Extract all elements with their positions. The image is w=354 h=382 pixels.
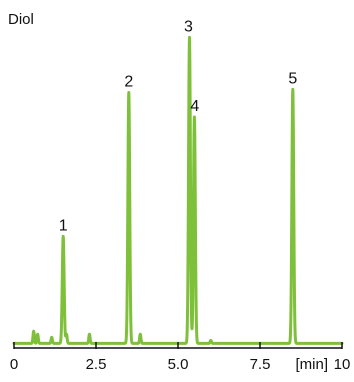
x-tick-label: 10 <box>334 356 351 373</box>
x-tick-label: 5.0 <box>168 356 189 373</box>
peak-label-1: 1 <box>59 217 68 234</box>
chart-title: Diol <box>8 11 34 28</box>
peak-label-4: 4 <box>190 98 199 115</box>
x-tick-label: 0 <box>10 356 18 373</box>
x-tick-label: 2.5 <box>86 356 107 373</box>
x-tick-label: 7.5 <box>250 356 271 373</box>
peak-label-5: 5 <box>288 70 297 87</box>
peak-label-3: 3 <box>184 18 193 35</box>
x-axis-ticks: 0 2.5 5.0 7.5 10 <box>10 342 351 373</box>
peak-labels: 1 2 3 4 5 <box>59 18 298 234</box>
x-axis-unit-label: [min] <box>295 356 328 373</box>
peak-label-2: 2 <box>124 73 133 90</box>
